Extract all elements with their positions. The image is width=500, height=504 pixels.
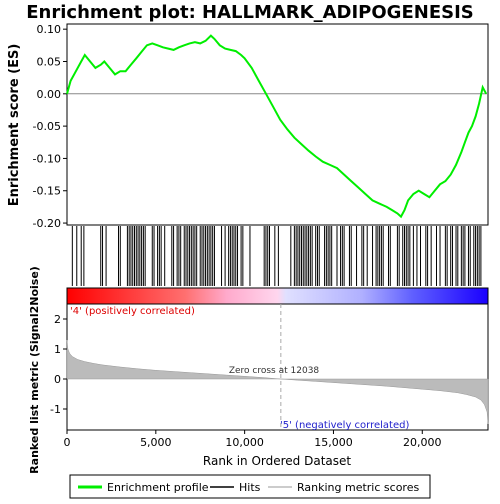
metric-tick-label: 0 [54, 373, 61, 386]
metric-plot-frame [66, 303, 489, 431]
es-tick-label: 0.00 [37, 88, 62, 101]
legend-label: Hits [239, 481, 261, 494]
metric-axis-ticks: 2 1 0 -1 [50, 313, 67, 416]
rank-tick-label: 0 [64, 436, 71, 449]
positive-correlation-label: '4' (positively correlated) [70, 306, 195, 317]
es-tick-label: 0.05 [37, 55, 62, 68]
rank-tick-label: 20,000 [403, 436, 442, 449]
es-axis-label: Enrichment score (ES) [7, 44, 22, 207]
es-tick-label: -0.20 [33, 217, 61, 230]
metric-tick-label: 1 [54, 343, 61, 356]
es-tick-label: 0.10 [37, 23, 62, 36]
rank-tick-label: 10,000 [225, 436, 264, 449]
enrichment-profile-layer [66, 34, 488, 219]
negative-correlation-label: '5' (negatively correlated) [280, 420, 409, 431]
rank-axis-label: Rank in Ordered Dataset [203, 454, 351, 468]
rank-color-bar [67, 288, 488, 304]
es-tick-label: -0.05 [33, 120, 61, 133]
es-tick-label: -0.15 [33, 185, 61, 198]
legend-box [69, 474, 431, 499]
metric-tick-label: -1 [50, 403, 61, 416]
hits-layer [71, 226, 482, 286]
es-tick-label: -0.10 [33, 152, 61, 165]
rank-tick-label: 15,000 [314, 436, 353, 449]
rank-axis-ticks: 0 5,000 10,000 15,000 20,000 [64, 430, 442, 449]
ranking-metric-area [66, 339, 489, 425]
chart-title: Enrichment plot: HALLMARK_ADIPOGENESIS [26, 2, 474, 23]
metric-axis-label: Ranked list metric (Signal2Noise) [28, 266, 41, 474]
legend-label: Enrichment profile [107, 481, 209, 494]
zero-cross-label: Zero cross at 12038 [229, 366, 320, 376]
legend: Enrichment profile Hits Ranking metric sco… [78, 481, 419, 494]
es-axis-ticks: 0.10 0.05 0.00 -0.05 -0.10 -0.15 -0.20 [33, 23, 67, 230]
metric-tick-label: 2 [54, 313, 61, 326]
enrichment-profile-line [66, 34, 488, 219]
ranking-metric-layer [66, 339, 489, 425]
rank-tick-label: 5,000 [140, 436, 172, 449]
legend-label: Ranking metric scores [297, 481, 419, 494]
